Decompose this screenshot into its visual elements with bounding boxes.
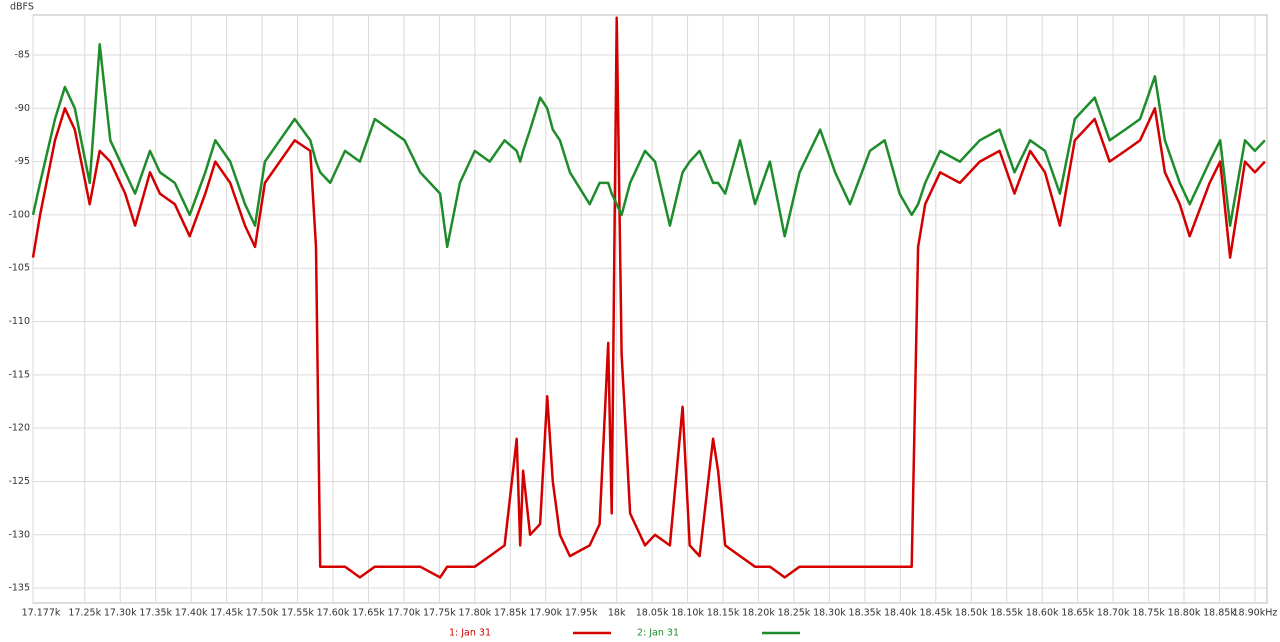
x-tick-label: 18.35k xyxy=(849,608,882,619)
x-tick-label: 17.45k xyxy=(210,608,243,619)
plot-area xyxy=(32,14,1268,604)
y-tick-label: -90 xyxy=(14,103,30,114)
x-tick-label: 18.20k xyxy=(742,608,775,619)
series-line xyxy=(31,16,1266,579)
x-tick-label: 18.30k xyxy=(813,608,846,619)
y-tick-label: -110 xyxy=(8,316,30,327)
x-tick-label: 18.40k xyxy=(884,608,917,619)
y-tick-label: -105 xyxy=(8,263,30,274)
x-tick-label: 17.30k xyxy=(104,608,137,619)
series-line xyxy=(31,43,1266,249)
x-tick-label: 17.95k xyxy=(565,608,598,619)
x-tick-label: 18.65k xyxy=(1061,608,1094,619)
x-tick-label: 17.70k xyxy=(388,608,421,619)
x-tick-label: 18.25k xyxy=(778,608,811,619)
x-tick-label: 17.35k xyxy=(139,608,172,619)
x-tick-label: 18.80k xyxy=(1168,608,1201,619)
y-tick-label: -95 xyxy=(14,156,30,167)
y-tick-label: -135 xyxy=(8,583,30,594)
x-tick-label: 18.10k xyxy=(671,608,704,619)
x-tick-label: 17.65k xyxy=(352,608,385,619)
y-tick-label: -115 xyxy=(8,369,30,380)
x-tick-label: 18.75k xyxy=(1132,608,1165,619)
x-tick-label: 17.55k xyxy=(281,608,314,619)
x-tick-label: 17.60k xyxy=(317,608,350,619)
x-tick-label: 18.15k xyxy=(707,608,740,619)
x-tick-label: 17.80k xyxy=(458,608,491,619)
x-tick-label: 17.50k xyxy=(246,608,279,619)
x-tick-label: 18.55k xyxy=(990,608,1023,619)
x-tick-label: 18.60k xyxy=(1026,608,1059,619)
x-tick-label: 17.25k xyxy=(68,608,101,619)
x-tick-label: 18.85k xyxy=(1203,608,1236,619)
x-tick-label: 17.40k xyxy=(175,608,208,619)
legend-label: 2: Jan 31 xyxy=(637,628,679,639)
x-tick-label: 17.75k xyxy=(423,608,456,619)
legend-label: 1: Jan 31 xyxy=(449,628,491,639)
x-tick-label: 17.85k xyxy=(494,608,527,619)
x-tick-label: 18.05k xyxy=(636,608,669,619)
y-tick-label: -125 xyxy=(8,476,30,487)
x-tick-label: 18.70k xyxy=(1097,608,1130,619)
x-tick-label: 18.50k xyxy=(955,608,988,619)
y-tick-label: -130 xyxy=(8,529,30,540)
y-axis-label: dBFS xyxy=(10,2,34,13)
y-tick-label: -120 xyxy=(8,423,30,434)
x-tick-label: 18.45k xyxy=(919,608,952,619)
x-tick-label: 17.177k xyxy=(22,608,61,619)
y-tick-label: -85 xyxy=(14,49,30,60)
x-tick-label: 17.90k xyxy=(529,608,562,619)
y-tick-label: -100 xyxy=(8,209,30,220)
x-tick-label: 18k xyxy=(608,608,626,619)
x-tick-label: 18.90kHz xyxy=(1233,608,1278,619)
